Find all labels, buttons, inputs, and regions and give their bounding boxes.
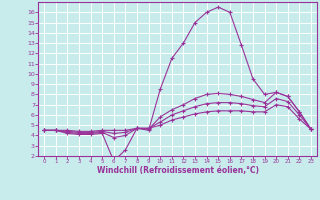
- X-axis label: Windchill (Refroidissement éolien,°C): Windchill (Refroidissement éolien,°C): [97, 166, 259, 175]
